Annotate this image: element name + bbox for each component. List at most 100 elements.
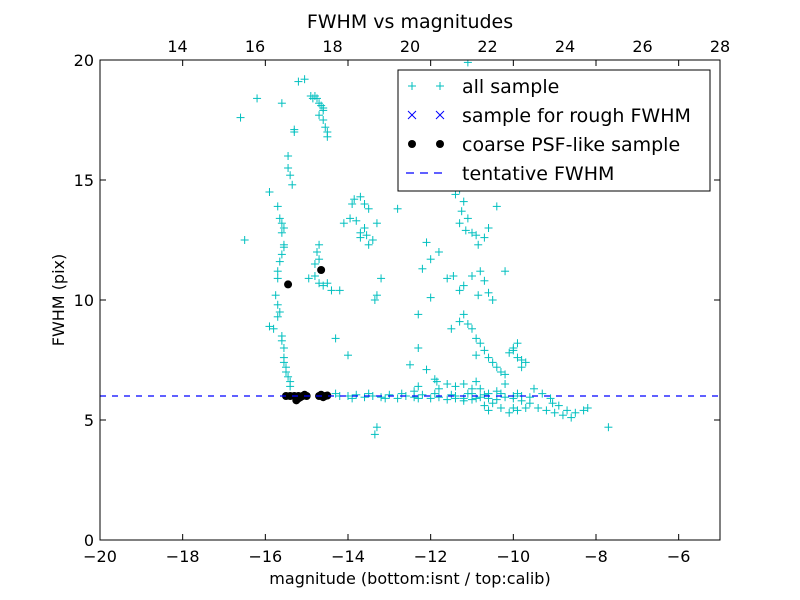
all-sample-point [253,94,262,103]
all-sample-point [463,60,472,67]
all-sample-point [319,106,328,115]
all-sample-point [339,219,348,228]
all-sample-point [459,310,468,319]
all-sample-point [315,240,324,249]
y-tick-label: 0 [84,531,94,550]
all-sample-point [480,233,489,242]
x-tick-label: −8 [584,547,608,566]
all-sample-point [364,240,373,249]
top-x-tick-label: 22 [477,37,497,56]
all-sample-point [364,204,373,213]
all-sample-point [406,360,414,369]
all-sample-point [319,281,328,290]
all-sample-point [279,224,288,232]
all-sample-point [455,286,464,295]
all-sample-point [323,132,332,141]
all-sample-point [432,377,441,386]
all-sample-point [284,164,293,172]
x-tick-label: −6 [667,547,691,566]
all-sample-point [484,224,493,232]
all-sample-point [300,75,309,84]
legend-swatch-x [407,110,417,120]
all-sample-point [414,310,423,319]
all-sample-point [517,363,526,372]
legend-entry: sample for rough FWHM [407,105,691,127]
all-sample-point [476,393,485,402]
all-sample-point [488,296,497,304]
top-x-tick-label: 14 [167,37,187,56]
all-sample-point [294,77,303,86]
all-sample-point [434,384,443,393]
all-sample-point [372,423,381,432]
all-sample-point [321,123,330,132]
legend-entry: all sample [408,76,559,98]
all-sample-point [488,399,497,408]
y-tick-label: 5 [84,411,94,430]
legend-label: sample for rough FWHM [462,105,691,127]
all-sample-point [426,293,435,302]
all-sample-point [418,390,427,399]
all-sample-point [530,384,538,393]
all-sample-point [434,393,443,402]
all-sample-point [509,404,518,412]
all-sample-point [277,219,286,228]
all-sample-point [492,387,501,396]
all-sample-point [273,274,282,283]
all-sample-point [265,188,274,196]
all-sample-point [273,267,282,276]
all-sample-point [513,406,522,415]
all-sample-point [377,393,386,402]
all-sample-point [310,260,319,268]
all-sample-point [455,317,464,326]
all-sample-point [368,236,377,244]
all-sample-point [414,394,423,403]
y-tick-label: 20 [74,51,94,70]
all-sample-point [455,219,464,228]
all-sample-point [468,228,476,237]
all-sample-point [459,197,468,206]
all-sample-point [521,358,530,367]
all-sample-point [472,351,481,360]
all-sample-point [472,231,481,240]
all-sample-point [461,226,470,235]
all-sample-point [451,382,460,391]
all-sample-point [505,408,514,417]
all-sample-point [474,291,483,300]
all-sample-point [554,401,563,410]
all-sample-point [331,334,340,343]
y-tick-label: 10 [74,291,94,310]
y-axis-label: FWHM (pix) [49,254,68,347]
y-tick-label: 15 [74,171,94,190]
legend-entry: coarse PSF-like sample [408,134,680,156]
all-sample-point [348,200,357,208]
legend-swatch-plus [408,82,416,90]
all-sample-point [534,404,543,412]
all-sample-point [480,346,489,355]
all-sample-point [279,358,288,367]
all-sample-point [468,395,476,404]
all-sample-point [604,423,613,432]
all-sample-point [315,111,324,120]
all-sample-point [571,408,580,417]
all-sample-point [410,393,419,402]
x-tick-label: −10 [496,547,530,566]
all-sample-point [352,216,361,225]
all-sample-point [501,267,510,276]
all-sample-point [443,380,452,388]
all-sample-point [313,94,321,103]
x-tick-label: −12 [414,547,448,566]
all-sample-point [284,152,293,160]
all-sample-point [505,348,514,357]
all-sample-point [385,390,394,399]
all-sample-point [372,291,381,300]
all-sample-point [265,322,274,331]
all-sample-point [269,324,278,333]
all-sample-point [315,255,324,264]
all-sample-point [393,204,402,213]
all-sample-point [463,389,472,398]
legend-label: tentative FWHM [462,163,614,185]
x-axis-label: magnitude (bottom:isnt / top:calib) [269,569,550,588]
all-sample-point [463,320,472,328]
all-sample-point [496,368,505,376]
